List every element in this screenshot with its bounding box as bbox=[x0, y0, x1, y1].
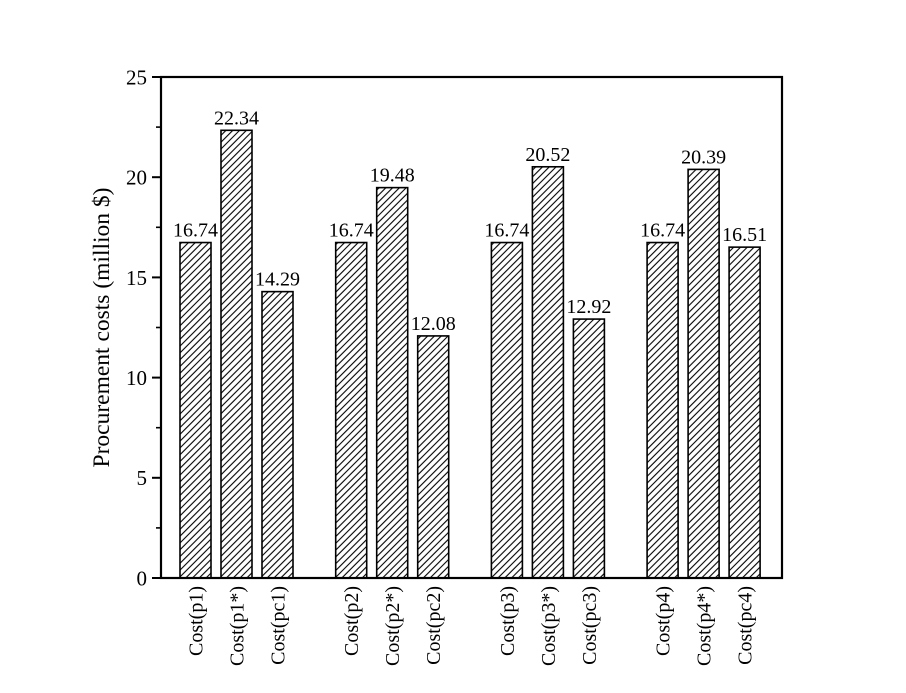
bar-value-label: 12.92 bbox=[566, 296, 611, 318]
x-axis-tick-label: Cost(pc4) bbox=[735, 586, 757, 665]
bar bbox=[728, 246, 761, 579]
x-axis-tick-label: Cost(p4*) bbox=[694, 586, 716, 666]
bar-value-label: 20.52 bbox=[525, 144, 570, 166]
x-axis-tick-label: Cost(p4) bbox=[653, 586, 675, 656]
bar-value-label: 16.74 bbox=[329, 220, 374, 242]
bar-value-label: 16.74 bbox=[484, 220, 529, 242]
bar bbox=[179, 241, 212, 579]
y-axis-tick-label: 5 bbox=[137, 466, 148, 490]
y-axis-title: Procurement costs (million $) bbox=[89, 188, 115, 468]
x-axis-tick-label: Cost(p3*) bbox=[538, 586, 560, 666]
bar-value-label: 19.48 bbox=[370, 165, 415, 187]
bar-value-label: 16.74 bbox=[173, 220, 218, 242]
bar bbox=[261, 290, 294, 579]
x-axis-tick-label: Cost(p3) bbox=[497, 586, 519, 656]
x-axis-tick-label: Cost(pc1) bbox=[268, 586, 290, 665]
x-axis-tick-label: Cost(pc2) bbox=[423, 586, 445, 665]
bar-value-label: 20.39 bbox=[681, 146, 726, 168]
y-axis-tick-label: 10 bbox=[126, 366, 147, 390]
x-axis-tick-label: Cost(p2) bbox=[341, 586, 363, 656]
bar bbox=[572, 318, 606, 579]
y-axis-tick-label: 20 bbox=[126, 166, 147, 190]
y-axis-tick-label: 25 bbox=[126, 65, 147, 89]
x-axis-tick-label: Cost(p1) bbox=[186, 586, 208, 656]
bar-value-label: 12.08 bbox=[411, 313, 456, 335]
y-axis-tick-label: 15 bbox=[126, 266, 147, 290]
bar bbox=[531, 165, 565, 579]
bar bbox=[375, 186, 409, 579]
bar-value-label: 22.34 bbox=[214, 107, 259, 129]
bar bbox=[334, 241, 368, 579]
x-axis-tick-label: Cost(p1*) bbox=[227, 586, 249, 666]
bar bbox=[646, 241, 679, 579]
bar-value-label: 16.74 bbox=[640, 220, 685, 242]
bar bbox=[416, 335, 450, 579]
bar-value-label: 14.29 bbox=[255, 269, 300, 291]
bar bbox=[687, 168, 720, 579]
bar bbox=[220, 129, 253, 579]
y-axis-tick-label: 0 bbox=[137, 566, 148, 590]
bar bbox=[490, 241, 524, 579]
x-axis-tick-label: Cost(pc3) bbox=[579, 586, 601, 665]
bar-value-label: 16.51 bbox=[722, 224, 767, 246]
x-axis-tick-label: Cost(p2*) bbox=[382, 586, 404, 666]
